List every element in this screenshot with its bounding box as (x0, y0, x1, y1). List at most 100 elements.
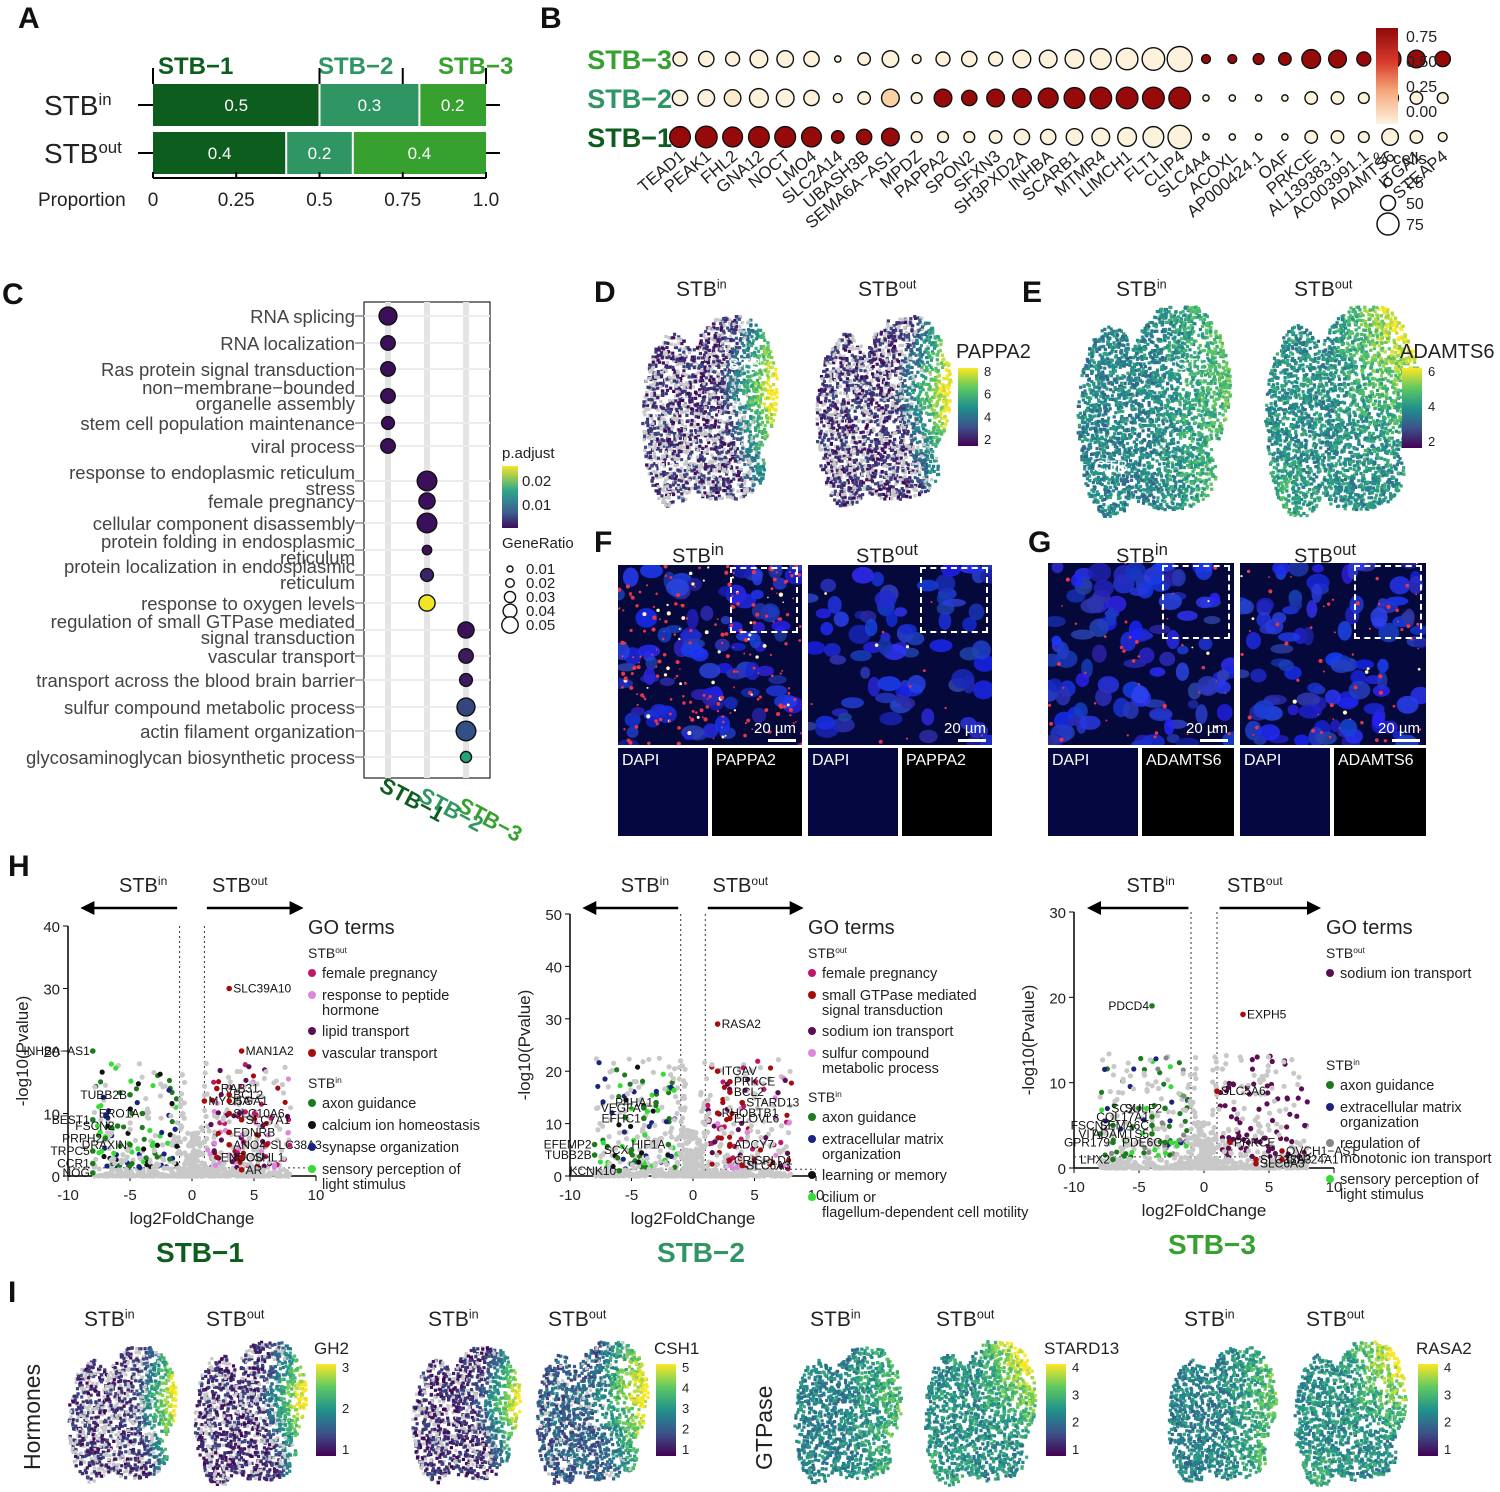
cell-dot (919, 448, 923, 453)
cell-dot (739, 454, 743, 459)
cell-dot (948, 378, 952, 383)
cell-dot (676, 485, 680, 490)
cell-dot (680, 475, 684, 480)
cell-dot (865, 357, 869, 361)
cell-dot (896, 466, 900, 470)
cell-dot (852, 447, 856, 451)
cell-dot (761, 431, 765, 436)
cell-dot (674, 384, 679, 388)
cell-dot (654, 404, 658, 409)
cell-dot (658, 423, 662, 427)
cell-dot (879, 386, 883, 390)
cell-dot (772, 383, 776, 387)
cell-dot (767, 352, 771, 356)
cell-dot (750, 439, 754, 443)
cell-dot (753, 350, 757, 355)
cell-dot (685, 408, 689, 412)
cell-dot (746, 420, 750, 424)
cell-dot (729, 488, 733, 493)
cell-dot (839, 465, 843, 469)
cell-dot (819, 420, 824, 424)
cell-dot (766, 341, 770, 345)
cell-dot (905, 338, 909, 342)
cell-dot (883, 497, 887, 501)
cell-dot (822, 389, 826, 393)
cell-dot (1181, 387, 1185, 392)
cell-dot (819, 464, 823, 468)
cell-dot (695, 402, 699, 406)
cell-dot (687, 366, 691, 370)
cell-dot (898, 382, 902, 387)
cell-dot (861, 492, 865, 497)
cell-dot (909, 348, 914, 352)
cell-dot (899, 369, 903, 373)
cell-dot (855, 366, 859, 370)
cell-dot (734, 345, 739, 350)
cell-dot (732, 405, 736, 409)
cell-dot (709, 375, 713, 379)
cell-dot (698, 439, 703, 443)
cell-dot (650, 392, 654, 396)
cell-dot (883, 438, 888, 442)
cell-dot (742, 454, 747, 458)
cell-dot (711, 322, 716, 326)
cell-dot (893, 477, 897, 481)
cell-dot (923, 489, 928, 494)
cell-dot (655, 437, 659, 441)
cell-dot (706, 482, 710, 486)
cell-dot (852, 362, 856, 367)
cell-dot (712, 381, 717, 385)
cell-dot (679, 429, 683, 433)
cell-dot (761, 332, 766, 336)
cell-dot (905, 404, 909, 408)
cell-dot (909, 365, 913, 369)
cell-dot (891, 466, 895, 470)
cell-dot (837, 499, 841, 503)
cell-dot (689, 429, 693, 433)
cell-dot (841, 426, 845, 430)
cell-dot (886, 319, 890, 323)
cell-dot (925, 454, 929, 458)
cell-dot (664, 503, 668, 507)
cell-dot (882, 371, 887, 375)
cell-dot (755, 419, 759, 423)
cell-dot (733, 400, 738, 404)
cell-dot (840, 443, 845, 447)
cell-dot (825, 419, 829, 423)
cell-dot (865, 365, 869, 369)
cell-dot (836, 445, 840, 449)
cell-dot (688, 386, 693, 390)
cell-dot (890, 341, 894, 345)
cell-dot (723, 394, 727, 399)
cell-dot (688, 437, 692, 441)
cell-dot (841, 493, 845, 497)
cell-dot (748, 423, 752, 427)
cell-dot (733, 426, 737, 430)
cell-dot (749, 415, 753, 419)
cell-dot (660, 356, 664, 360)
cell-dot (945, 374, 949, 378)
cell-dot (886, 453, 890, 458)
cell-dot (879, 474, 883, 478)
cell-dot (907, 490, 911, 494)
cell-dot (833, 466, 838, 470)
cell-dot (676, 337, 680, 341)
cell-dot (739, 484, 743, 488)
cell-dot (870, 394, 874, 398)
cell-dot (940, 353, 944, 357)
cell-dot (842, 361, 846, 365)
cell-dot (857, 418, 861, 423)
cell-dot (644, 407, 648, 411)
cell-dot (929, 335, 933, 339)
cell-dot (767, 361, 771, 365)
cell-dot (878, 432, 882, 436)
cell-dot (849, 492, 853, 497)
cell-dot (819, 390, 823, 394)
cell-dot (739, 495, 743, 499)
cell-dot (665, 361, 670, 365)
cell-dot (914, 417, 918, 421)
cell-dot (932, 378, 936, 382)
cell-dot (694, 390, 698, 394)
cell-dot (723, 385, 727, 389)
cell-dot (901, 373, 905, 377)
